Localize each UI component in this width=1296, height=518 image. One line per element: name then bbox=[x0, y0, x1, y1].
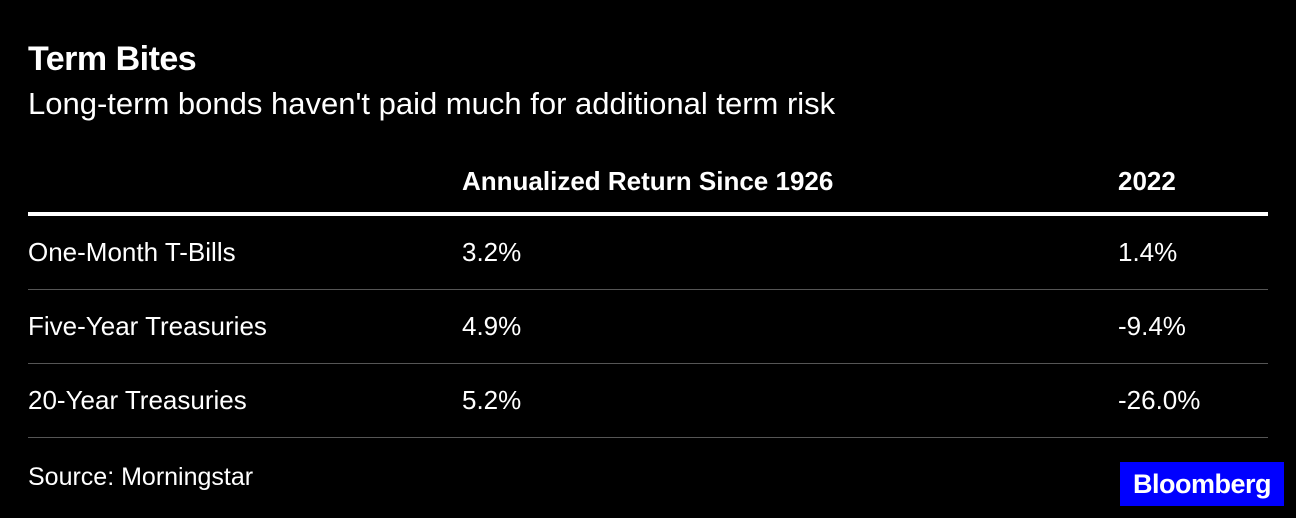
table-row: 20-Year Treasuries 5.2% -26.0% bbox=[28, 363, 1268, 438]
subtitle: Long-term bonds haven't paid much for ad… bbox=[28, 86, 836, 121]
table-row: One-Month T-Bills 3.2% 1.4% bbox=[28, 214, 1268, 290]
table-cell: Five-Year Treasuries bbox=[28, 289, 462, 364]
column-header: Annualized Return Since 1926 bbox=[462, 150, 1118, 216]
column-header bbox=[28, 150, 462, 216]
logo: Bloomberg bbox=[1120, 462, 1284, 506]
table-cell: -9.4% bbox=[1118, 289, 1268, 364]
table-cell: 4.9% bbox=[462, 289, 1118, 364]
table-cell: 3.2% bbox=[462, 214, 1118, 290]
table-cell: 5.2% bbox=[462, 363, 1118, 438]
column-header: 2022 bbox=[1118, 150, 1268, 216]
source: Source: Morningstar bbox=[28, 463, 254, 491]
table-cell: -26.0% bbox=[1118, 363, 1268, 438]
table-row: Five-Year Treasuries 4.9% -9.4% bbox=[28, 289, 1268, 364]
table-body: One-Month T-Bills 3.2% 1.4% Five-Year Treas… bbox=[28, 214, 1268, 438]
title: Term Bites bbox=[28, 40, 197, 78]
table-cell: 20-Year Treasuries bbox=[28, 363, 462, 438]
table-cell: 1.4% bbox=[1118, 214, 1268, 290]
table: Annualized Return Since 1926 2022 One-Mon… bbox=[28, 150, 1268, 438]
header-row: Annualized Return Since 1926 2022 bbox=[28, 150, 1268, 216]
table-cell: One-Month T-Bills bbox=[28, 214, 462, 290]
